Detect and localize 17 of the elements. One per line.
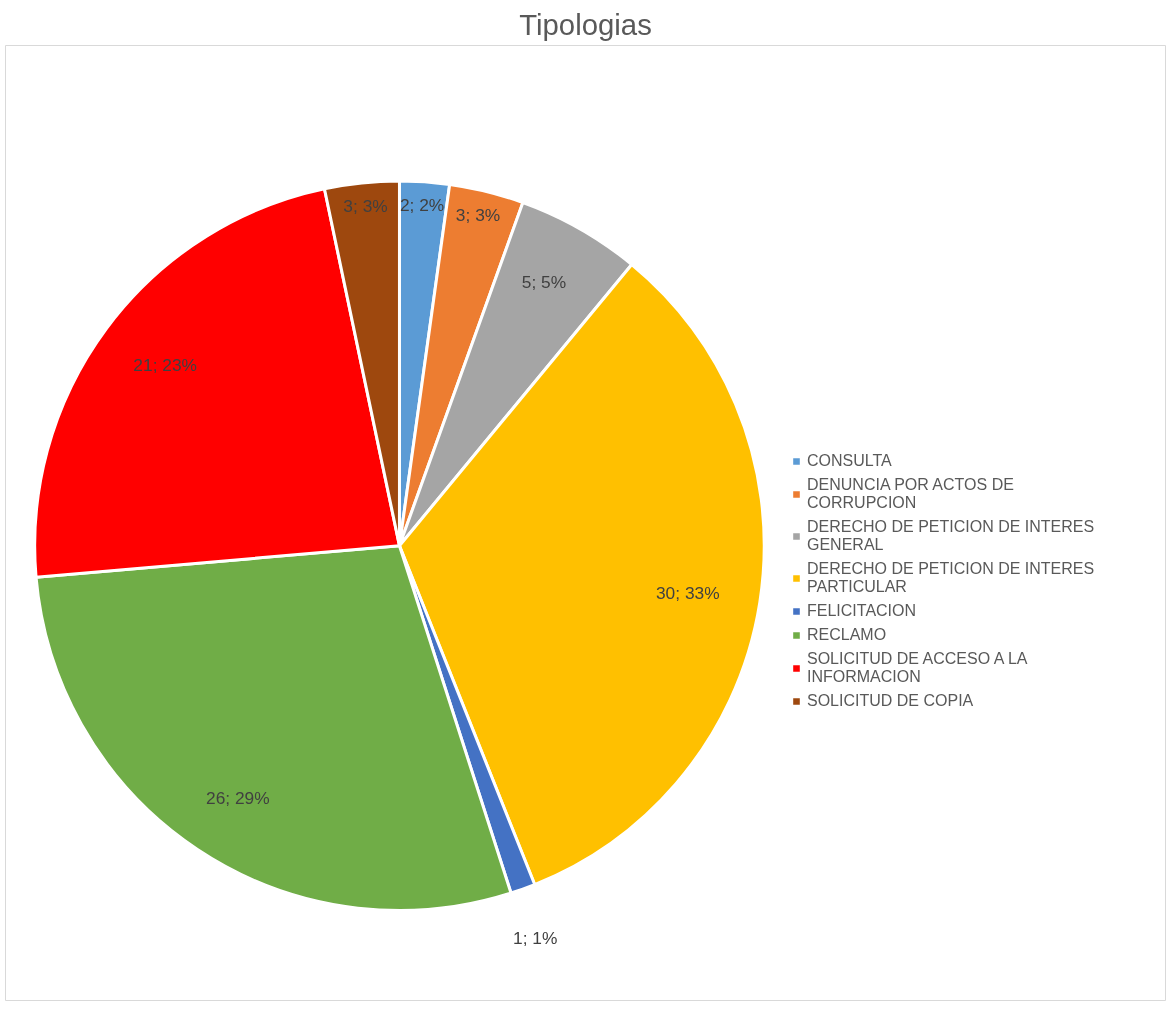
legend-label: SOLICITUD DE COPIA <box>807 692 974 710</box>
data-label: 26; 29% <box>206 788 270 809</box>
legend-label: RECLAMO <box>807 626 887 644</box>
legend-label: DERECHO DE PETICION DE INTERES PARTICULAR <box>807 560 1095 596</box>
legend-label: SOLICITUD DE ACCESO A LA INFORMACION <box>807 650 1028 686</box>
data-label: 1; 1% <box>513 928 558 949</box>
chart-title: Tipologias <box>519 7 652 41</box>
data-label: 21; 23% <box>133 355 197 376</box>
data-label: 3; 3% <box>455 204 501 225</box>
data-label: 30; 33% <box>655 582 720 603</box>
legend-label: DENUNCIA POR ACTOS DE CORRUPCION <box>807 476 1014 512</box>
legend-label: CONSULTA <box>807 452 892 470</box>
data-label: 2; 2% <box>399 195 445 216</box>
data-label: 3; 3% <box>343 196 388 217</box>
data-label: 5; 5% <box>521 272 567 293</box>
legend-label: FELICITACION <box>807 602 917 620</box>
legend-label: DERECHO DE PETICION DE INTERES GENERAL <box>807 518 1095 554</box>
